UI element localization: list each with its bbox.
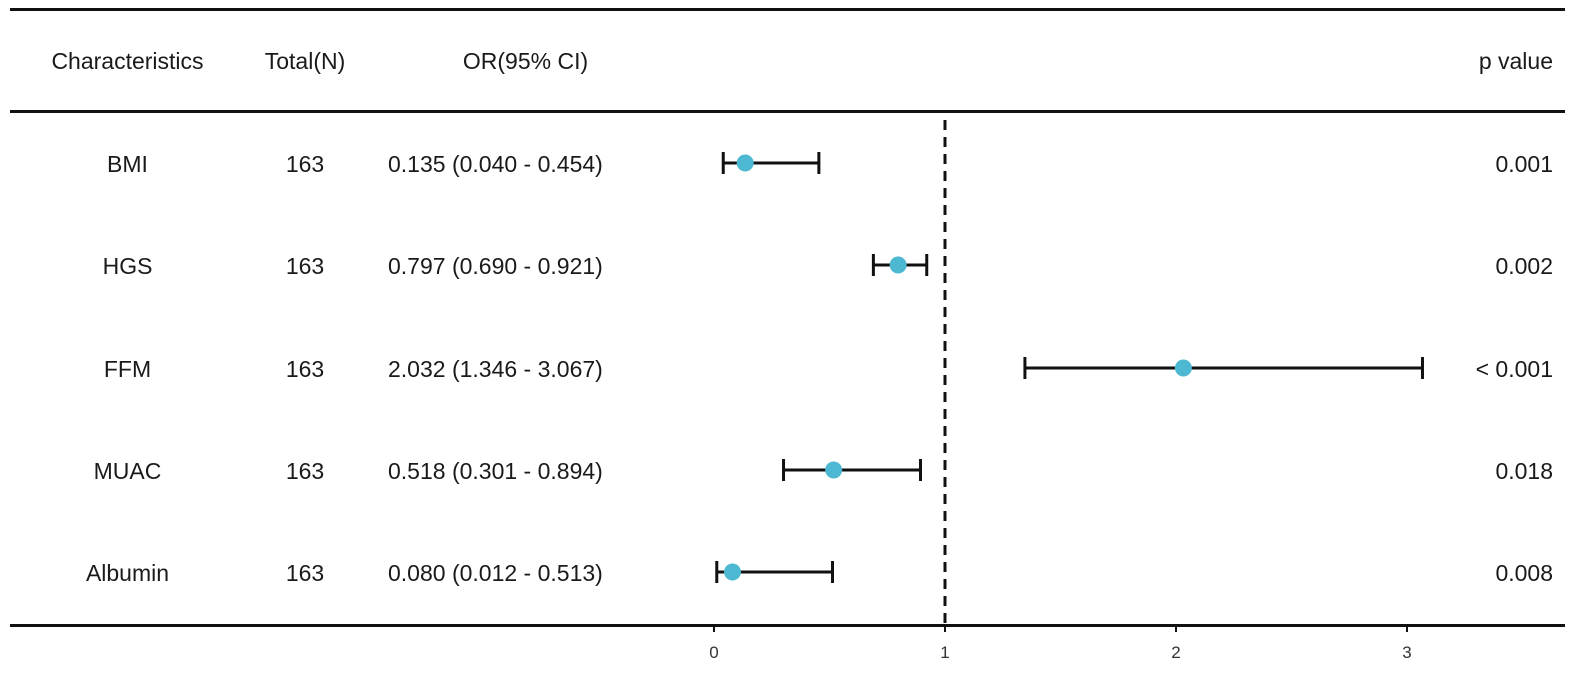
row-or-ci: 0.518 (0.301 - 0.894) [388, 458, 603, 484]
row-characteristic: FFM [103, 356, 152, 382]
header-rule [10, 110, 1565, 113]
row-p-value: 0.001 [1495, 151, 1553, 177]
x-tick-label: 1 [940, 643, 949, 662]
header-total: Total(N) [264, 48, 346, 74]
row-p-value: < 0.001 [1475, 356, 1553, 382]
row-or-ci: 0.135 (0.040 - 0.454) [388, 151, 603, 177]
header-p-value: p value [1478, 48, 1553, 74]
row-total: 163 [285, 560, 325, 586]
header-characteristics: Characteristics [51, 48, 204, 74]
x-tick-label: 2 [1171, 643, 1180, 662]
row-or-ci: 0.797 (0.690 - 0.921) [388, 253, 603, 279]
row-total: 163 [285, 151, 325, 177]
row-or-ci: 2.032 (1.346 - 3.067) [388, 356, 603, 382]
row-p-value: 0.008 [1495, 560, 1553, 586]
row-characteristic: BMI [107, 151, 148, 177]
row-total: 163 [285, 253, 325, 279]
x-tick-label: 3 [1402, 643, 1411, 662]
estimate-point [1174, 359, 1192, 377]
estimate-point [736, 154, 754, 172]
row-characteristic: MUAC [93, 458, 162, 484]
estimate-point [723, 563, 741, 581]
estimate-point [825, 461, 843, 479]
header-or-ci: OR(95% CI) [462, 48, 589, 74]
row-characteristic: HGS [102, 253, 153, 279]
row-total: 163 [285, 356, 325, 382]
row-p-value: 0.002 [1495, 253, 1553, 279]
row-characteristic: Albumin [85, 560, 170, 586]
row-total: 163 [285, 458, 325, 484]
estimate-point [889, 256, 907, 274]
row-or-ci: 0.080 (0.012 - 0.513) [388, 560, 603, 586]
row-p-value: 0.018 [1495, 458, 1553, 484]
x-tick-label: 0 [709, 643, 718, 662]
bottom-rule [10, 624, 1565, 627]
top-rule [10, 8, 1565, 11]
